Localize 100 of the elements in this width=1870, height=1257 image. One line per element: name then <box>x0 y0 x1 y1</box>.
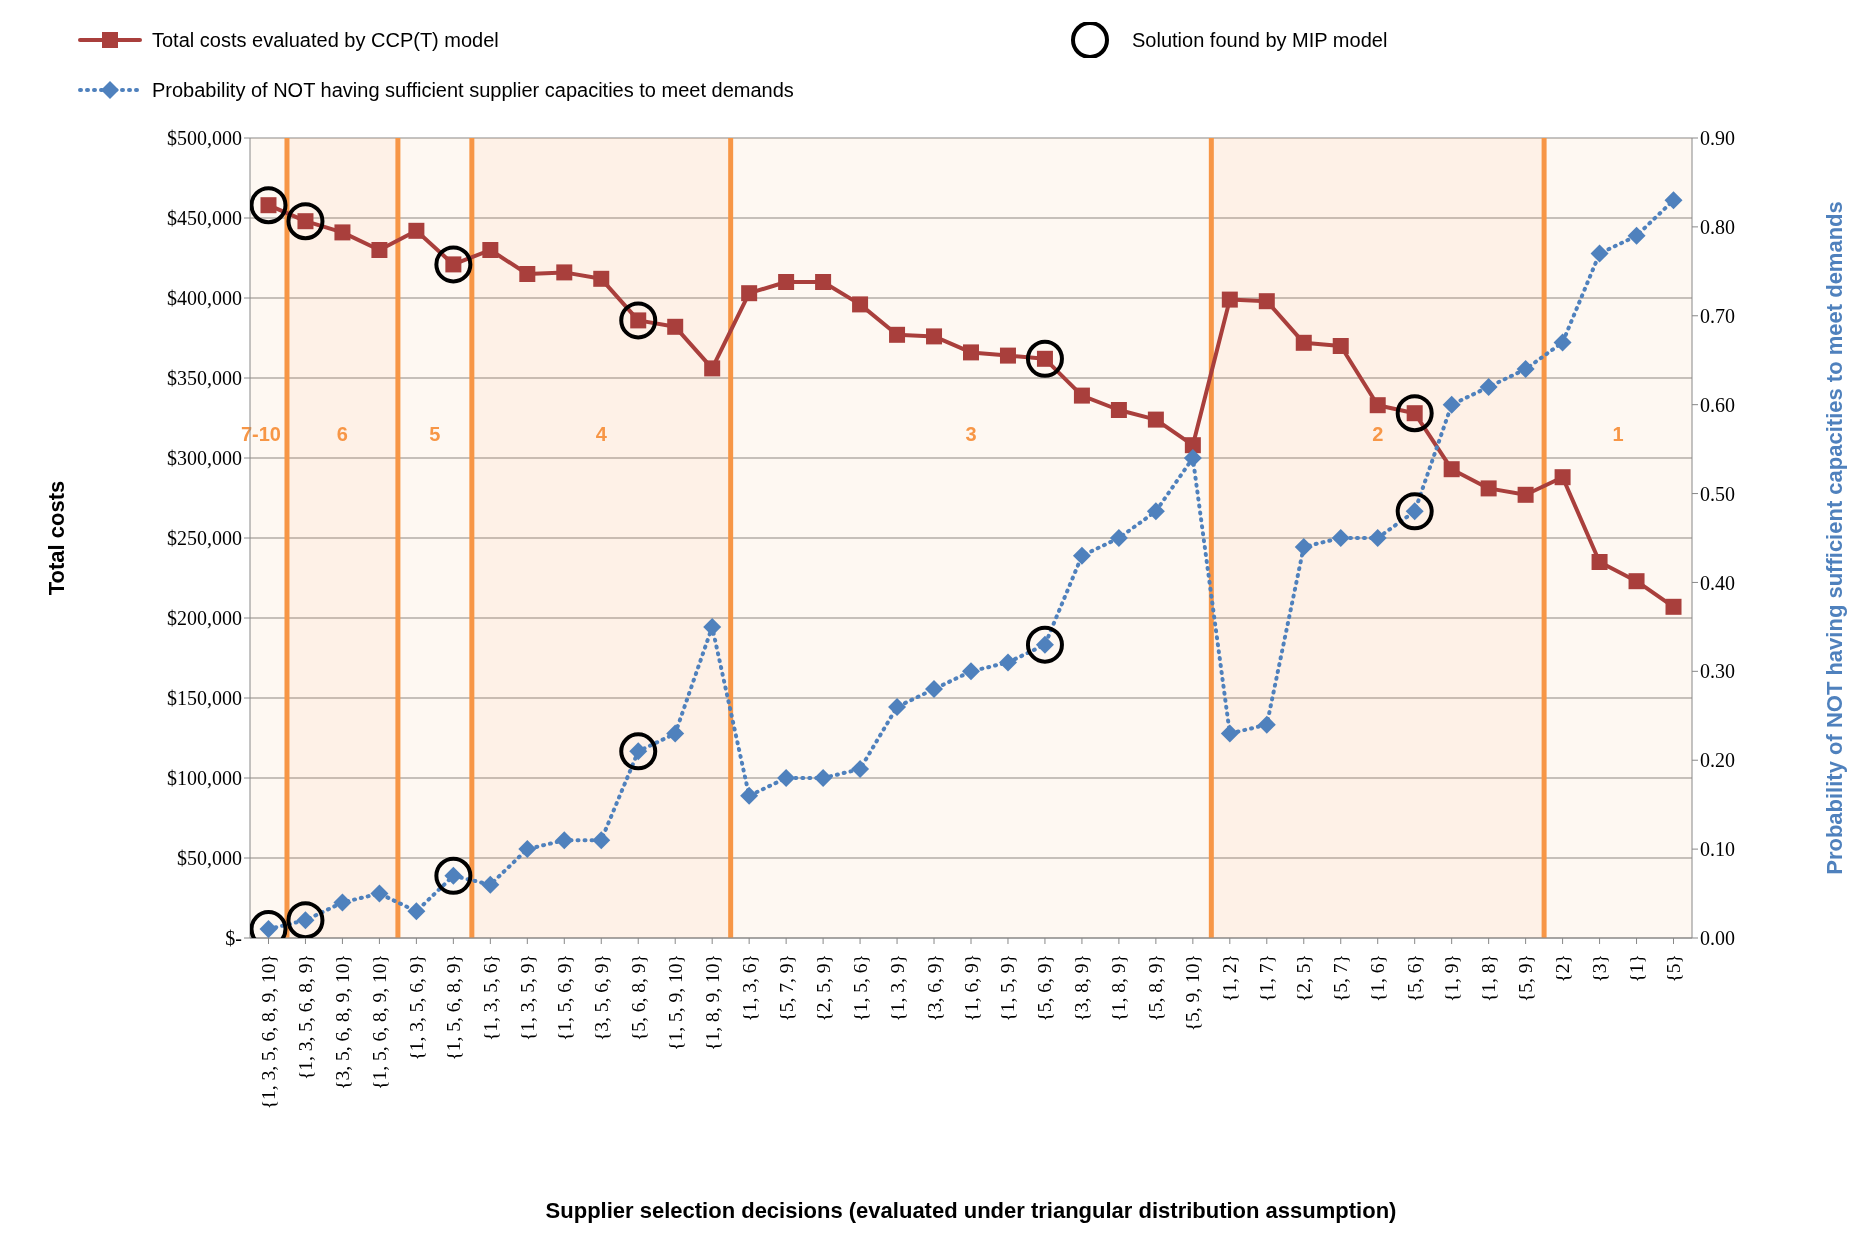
point <box>593 270 610 287</box>
y-tick-label: $350,000 <box>167 367 242 390</box>
y-tick-label: $250,000 <box>167 527 242 550</box>
point <box>1591 554 1608 570</box>
legend-label: Probability of NOT having sufficient supplier capacities to meet demands <box>152 78 794 102</box>
y-tick-label: $50,000 <box>177 847 242 870</box>
x-tick-label: {1, 5, 6, 9} <box>553 954 575 1041</box>
x-tick-label: {1, 7} <box>1256 954 1278 1002</box>
point <box>925 680 944 699</box>
y2-tick-label: 0.30 <box>1700 660 1735 683</box>
point <box>815 274 832 290</box>
point <box>1294 537 1313 556</box>
point <box>1628 573 1645 590</box>
point <box>998 653 1017 672</box>
point <box>482 242 499 258</box>
point <box>1332 338 1349 354</box>
point <box>1220 724 1239 743</box>
x-tick-label: {1, 5, 9, 10} <box>664 954 686 1051</box>
point <box>1590 244 1609 263</box>
x-tick-label: {1, 5, 9} <box>997 954 1019 1022</box>
point <box>1073 387 1090 404</box>
band-label: 5 <box>429 423 441 445</box>
point <box>518 840 537 859</box>
x-tick-label: {1, 3, 5, 6, 8, 9} <box>294 954 316 1080</box>
point <box>1627 226 1646 245</box>
x-tick-label: {5, 8, 9} <box>1145 954 1167 1022</box>
y-axis-title: Total costs <box>43 480 69 596</box>
point <box>1183 449 1202 467</box>
point <box>481 875 500 894</box>
point <box>1072 546 1091 565</box>
x-tick-label: {1, 3, 5, 9} <box>516 954 538 1041</box>
y2-tick-label: 0.80 <box>1700 215 1735 238</box>
y2-tick-label: 0.50 <box>1700 482 1735 505</box>
point <box>1517 486 1534 503</box>
x-axis-title: Supplier selection decisions (evaluated under triangular distribution assumption) <box>545 1198 1397 1223</box>
point <box>1479 377 1498 396</box>
point <box>1147 411 1164 428</box>
point <box>1664 191 1683 210</box>
point <box>740 786 759 805</box>
point <box>741 285 758 302</box>
point <box>370 884 389 903</box>
y-tick-label: $400,000 <box>167 287 242 310</box>
point <box>1369 397 1386 414</box>
point <box>519 266 536 282</box>
point <box>1665 598 1682 615</box>
x-tick-label: {5, 6} <box>1404 954 1426 1002</box>
x-tick-label: {1, 9} <box>1441 954 1463 1002</box>
x-tick-label: {1, 3, 5, 6, 8, 9, 10} <box>257 954 279 1110</box>
point <box>963 344 979 361</box>
point <box>407 902 426 921</box>
point <box>1295 334 1312 351</box>
x-tick-label: {1, 6} <box>1367 954 1389 1002</box>
y-tick-label: $100,000 <box>167 767 242 790</box>
y2-tick-label: 0.40 <box>1700 571 1735 594</box>
point <box>888 697 907 716</box>
band-label: 1 <box>1612 423 1624 445</box>
point <box>1516 360 1535 379</box>
band-label: 2 <box>1372 423 1384 445</box>
x-tick-label: {1, 5, 6} <box>849 954 871 1022</box>
point <box>1443 461 1460 478</box>
band-label: 7-10 <box>240 423 281 445</box>
y2-tick-label: 0.60 <box>1700 393 1735 416</box>
point <box>889 326 906 343</box>
point <box>334 224 351 241</box>
y2-tick-label: 0.90 <box>1700 127 1735 150</box>
point <box>1258 293 1275 310</box>
point <box>926 328 943 345</box>
point <box>999 347 1016 364</box>
x-tick-label: {5, 6, 9} <box>1034 954 1056 1022</box>
x-tick-label: {1, 6, 9} <box>960 954 982 1022</box>
y-tick-label: $450,000 <box>167 207 242 230</box>
y2-tick-label: 0.20 <box>1700 749 1735 772</box>
point <box>1554 469 1571 486</box>
x-tick-label: {2, 5, 9} <box>812 954 834 1022</box>
point <box>371 242 388 258</box>
x-tick-label: {1, 8} <box>1478 954 1500 1002</box>
y-tick-label: $300,000 <box>167 447 242 470</box>
point <box>1257 715 1276 734</box>
x-tick-label: {1, 8, 9} <box>1108 954 1130 1022</box>
x-tick-label: {1, 3, 9} <box>886 954 908 1022</box>
point <box>666 724 685 743</box>
y2-tick-label: 0.70 <box>1700 304 1735 327</box>
point <box>592 831 611 850</box>
x-tick-label: {1, 2} <box>1219 954 1241 1002</box>
x-tick-label: {1, 5, 6, 8, 9, 10} <box>368 954 390 1090</box>
point <box>333 893 352 912</box>
point <box>851 760 870 779</box>
point <box>814 769 833 787</box>
point <box>1110 402 1127 418</box>
x-tick-label: {1, 8, 9, 10} <box>701 954 723 1051</box>
point <box>1368 529 1387 547</box>
y-tick-label: $150,000 <box>167 687 242 710</box>
y2-axis-title: Probability of NOT having sufficient capacities to meet demands <box>1821 201 1847 875</box>
point <box>703 617 722 636</box>
point <box>667 318 684 335</box>
point <box>556 264 573 281</box>
point <box>852 296 869 313</box>
point <box>778 274 795 290</box>
band-label: 6 <box>336 423 348 445</box>
point <box>1184 437 1201 454</box>
